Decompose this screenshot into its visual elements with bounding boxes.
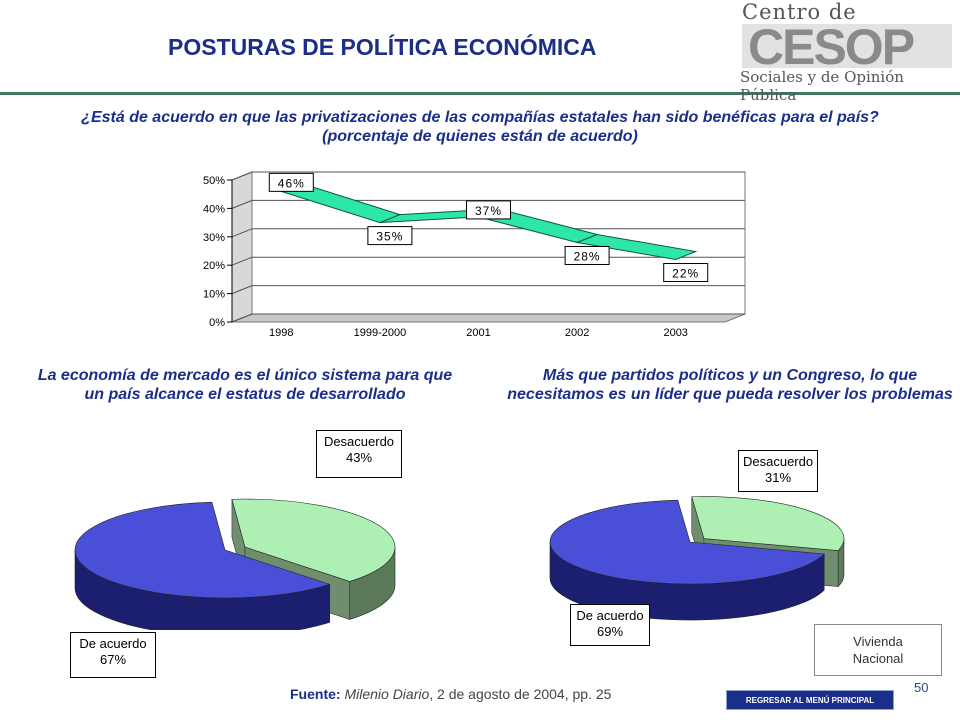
- pie1-desacuerdo-value: 43%: [345, 450, 373, 465]
- data-label: 28%: [564, 245, 610, 265]
- gridline: [231, 171, 253, 181]
- source-label: Fuente:: [290, 686, 341, 702]
- y-tick-label: 40%: [203, 203, 225, 215]
- question-market-economy: La economía de mercado es el único siste…: [37, 367, 453, 403]
- data-label: 46%: [268, 172, 314, 192]
- data-label: 22%: [663, 263, 709, 283]
- note-line-2: Nacional: [852, 651, 904, 666]
- x-tick-label: 2003: [663, 327, 687, 339]
- source-name: Milenio Diario: [344, 686, 430, 702]
- note-box: Vivienda Nacional: [814, 624, 942, 676]
- page-number: 50: [914, 680, 929, 695]
- logo-bottom-text: Sociales y de Opinión Pública: [740, 68, 904, 104]
- y-tick-label: 20%: [203, 260, 225, 272]
- gridline: [231, 199, 253, 209]
- pie-slice-de-acuerdo: [549, 499, 825, 621]
- chart-side-wall: [231, 171, 253, 323]
- svg-text:35%: 35%: [376, 230, 403, 244]
- leader-pie-chart: [549, 496, 845, 621]
- data-label: 35%: [367, 226, 413, 246]
- pie2-deacuerdo-name: De acuerdo: [576, 608, 644, 623]
- x-tick-label: 2002: [565, 327, 589, 339]
- pie1-desacuerdo-name: Desacuerdo: [323, 434, 395, 449]
- x-tick-label: 1999-2000: [354, 327, 407, 339]
- pie2-desacuerdo-label: Desacuerdo 31%: [738, 450, 818, 492]
- pie-slice-de-acuerdo: [74, 501, 331, 630]
- source-citation: Fuente: Milenio Diario, 2 de agosto de 2…: [290, 686, 611, 702]
- pie2-desacuerdo-value: 31%: [764, 470, 792, 485]
- cesop-logo: Centro de Estudios CESOP Sociales y de O…: [738, 0, 960, 104]
- x-tick-label: 1998: [269, 327, 293, 339]
- data-label: 37%: [466, 200, 511, 220]
- note-line-1: Vivienda: [853, 634, 903, 649]
- svg-text:22%: 22%: [672, 267, 699, 281]
- question-privatization: ¿Está de acuerdo en que las privatizacio…: [81, 109, 879, 145]
- logo-mark-text: CESOP: [748, 19, 914, 75]
- source-details: , 2 de agosto de 2004, pp. 25: [429, 686, 612, 702]
- question-leader: Más que partidos políticos y un Congreso…: [507, 367, 953, 403]
- svg-text:46%: 46%: [278, 176, 305, 190]
- y-tick-label: 10%: [203, 289, 225, 301]
- pie1-deacuerdo-value: 67%: [99, 652, 127, 667]
- privatization-line-chart: 46% 35% 37% 28% 22% 0% 10% 20% 30% 40% 50% 1998 199…: [203, 171, 746, 339]
- y-tick-label: 50%: [203, 175, 225, 187]
- gridline: [231, 285, 253, 295]
- pie2-desacuerdo-name: Desacuerdo: [743, 454, 814, 469]
- page-title: POSTURAS DE POLÍTICA ECONÓMICA: [168, 34, 597, 60]
- gridline: [231, 313, 253, 323]
- market-economy-pie-chart: [74, 498, 396, 630]
- pie1-deacuerdo-label: De acuerdo 67%: [70, 632, 156, 678]
- gridline: [231, 228, 253, 238]
- line-segment: [575, 233, 698, 261]
- pie2-deacuerdo-label: De acuerdo 69%: [570, 604, 650, 646]
- gridline: [231, 256, 253, 266]
- svg-text:28%: 28%: [574, 249, 601, 263]
- svg-text:37%: 37%: [475, 204, 502, 218]
- x-tick-label: 2001: [466, 327, 490, 339]
- return-main-menu-button[interactable]: REGRESAR AL MENÚ PRINCIPAL: [726, 690, 894, 710]
- chart-floor: [231, 313, 746, 323]
- y-tick-label: 30%: [203, 232, 225, 244]
- pie1-deacuerdo-name: De acuerdo: [79, 636, 147, 651]
- y-tick-label: 0%: [209, 317, 225, 329]
- title-divider: [0, 92, 960, 95]
- logo-mark: CESOP: [742, 19, 952, 75]
- pie2-deacuerdo-value: 69%: [596, 624, 624, 639]
- pie1-desacuerdo-label: Desacuerdo 43%: [316, 430, 402, 478]
